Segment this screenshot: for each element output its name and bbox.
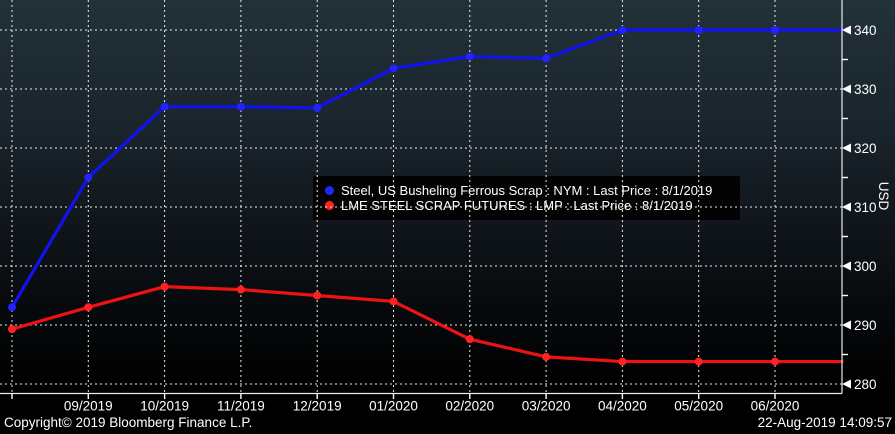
legend-item: LME STEEL SCRAP FUTURES : LMP : Last Pri… [325, 198, 740, 213]
x-axis-tick-label: 05/2020 [674, 399, 723, 414]
y-axis-title: USD [876, 182, 891, 211]
red-series-line [8, 282, 844, 366]
y-axis-tick-label: 320 [854, 141, 877, 156]
x-axis-tick-label: 01/2020 [369, 399, 418, 414]
axis-layer: 280 290 300 310 320 330 340 USD 09/2019 10/2019 11… [0, 0, 891, 414]
legend-item-label: Steel, US Busheling Ferrous Scrap : NYM … [341, 183, 713, 198]
x-axis-tick-label: 02/2020 [445, 399, 494, 414]
timestamp-text: 22-Aug-2019 14:09:57 [757, 415, 892, 430]
y-axis-tick-label: 280 [854, 377, 877, 392]
y-axis-tick-label: 310 [854, 200, 877, 215]
x-axis-tick-label: 10/2019 [140, 399, 189, 414]
y-axis-tick-label: 330 [854, 82, 877, 97]
y-axis-tick-label: 300 [854, 259, 877, 274]
y-axis-tick-label: 340 [854, 23, 877, 38]
x-axis-tick-label: 06/2020 [751, 399, 800, 414]
blue-series-line [8, 26, 844, 312]
series-layer [8, 26, 844, 366]
x-axis-tick-label: 11/2019 [217, 399, 265, 414]
x-axis-tick-label: 12/2019 [293, 399, 342, 414]
chart-legend: Steel, US Busheling Ferrous Scrap : NYM … [313, 176, 740, 220]
blue-series-marker-icon [325, 186, 334, 195]
y-axis-tick-label: 290 [854, 318, 877, 333]
copyright-text: Copyright© 2019 Bloomberg Finance L.P. [4, 415, 253, 430]
x-axis-tick-label: 04/2020 [598, 399, 647, 414]
legend-item: Steel, US Busheling Ferrous Scrap : NYM … [325, 183, 740, 198]
red-series-marker-icon [325, 201, 334, 210]
grid-layer [0, 0, 842, 394]
legend-item-label: LME STEEL SCRAP FUTURES : LMP : Last Pri… [341, 198, 693, 213]
x-axis-tick-label: 03/2020 [522, 399, 571, 414]
x-axis-tick-label: 09/2019 [64, 399, 113, 414]
